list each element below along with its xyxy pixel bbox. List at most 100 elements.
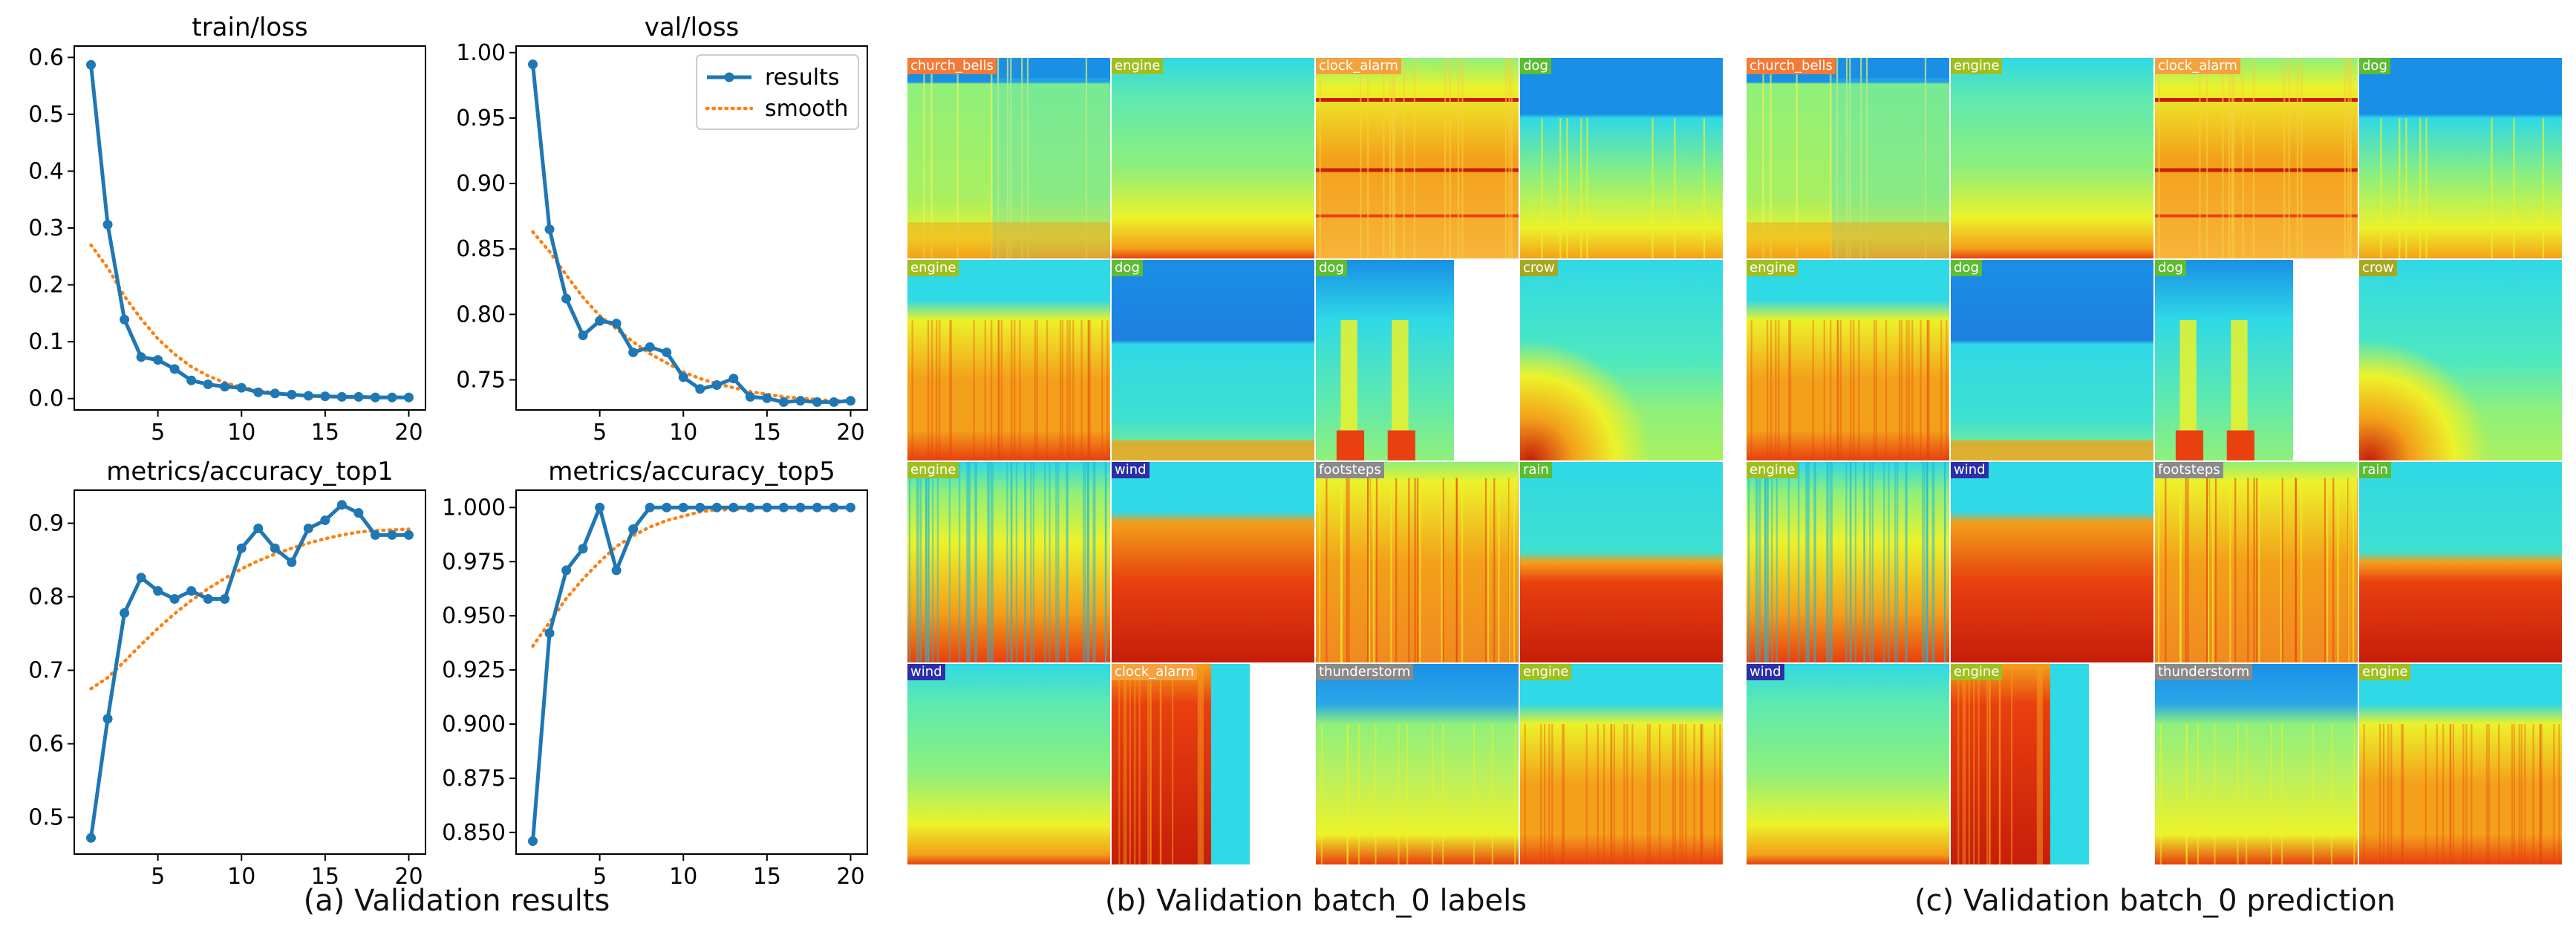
results-point <box>578 544 588 554</box>
smooth-series-line <box>531 230 852 403</box>
class-label-tag: engine <box>1747 260 1799 276</box>
results-point <box>762 502 772 512</box>
chart-frame <box>515 489 868 855</box>
y-tick-label: 0.0 <box>28 386 64 412</box>
x-tick-label: 5 <box>593 864 607 884</box>
results-point <box>203 380 213 390</box>
caption-batch-prediction: (c) Validation batch_0 prediction <box>1914 884 2396 918</box>
spectrogram-tile: clock_alarm <box>2155 58 2358 258</box>
chart-frame <box>74 45 426 411</box>
y-tick-label: 0.6 <box>28 732 64 758</box>
spectrogram-tile: engine <box>1951 664 2089 864</box>
class-label-tag: rain <box>2359 462 2391 478</box>
spectrogram-tile: footsteps <box>1316 462 1519 662</box>
y-tick-label: 0.850 <box>442 820 506 846</box>
y-tick-label: 0.80 <box>456 302 506 328</box>
results-point <box>353 508 364 518</box>
chart-title: metrics/accuracy_top5 <box>548 457 835 486</box>
spectrogram-tile: wind <box>907 664 1110 864</box>
class-label-tag: church_bells <box>1747 58 1836 74</box>
results-point <box>678 372 688 382</box>
results-point <box>829 502 839 512</box>
chart-0: train/loss 5 10 15 20 0.0 0.1 0.2 0.3 0.4 0.5 0.6 <box>28 13 426 446</box>
spectrogram-tile: wind <box>1112 462 1314 662</box>
class-label-tag: engine <box>1951 664 2003 680</box>
results-point <box>186 375 197 385</box>
results-point <box>303 391 313 401</box>
results-point <box>544 224 555 235</box>
results-point <box>711 380 722 391</box>
y-tick-label: 1.00 <box>456 40 506 66</box>
results-point <box>236 382 247 393</box>
spectrogram-tile: engine <box>907 462 1110 662</box>
results-point <box>595 502 605 512</box>
class-label-tag: engine <box>907 260 959 276</box>
x-tick-label: 20 <box>394 864 423 884</box>
y-tick-label: 0.875 <box>442 766 506 792</box>
results-point <box>745 502 755 512</box>
class-label-tag: clock_alarm <box>1112 664 1197 680</box>
class-label-tag: wind <box>1951 462 1989 478</box>
results-point <box>120 314 130 325</box>
results-point <box>595 316 605 326</box>
results-point <box>628 524 639 534</box>
y-tick-label: 0.3 <box>28 215 64 241</box>
results-point <box>253 387 264 397</box>
results-point <box>403 392 414 403</box>
results-point <box>528 59 538 70</box>
results-point <box>403 530 414 540</box>
spectrogram-tile: church_bells <box>907 58 1110 258</box>
y-tick-label: 0.6 <box>28 45 64 71</box>
spectrogram-tile: rain <box>1520 462 1723 662</box>
results-point <box>353 391 364 402</box>
legend-results-label: results <box>765 65 840 91</box>
results-point <box>220 382 230 392</box>
results-point <box>387 392 397 403</box>
results-point <box>544 628 555 638</box>
x-tick-label: 15 <box>753 864 781 884</box>
x-tick-label: 15 <box>311 420 339 446</box>
x-tick-label: 5 <box>151 864 165 884</box>
results-point <box>336 391 347 402</box>
spectrogram-tile: footsteps <box>2155 462 2358 662</box>
smooth-series-line <box>531 506 852 648</box>
class-label-tag: engine <box>2359 664 2411 680</box>
class-label-tag: rain <box>1520 462 1552 478</box>
spectrogram-tile: engine <box>1520 664 1723 864</box>
results-point <box>812 502 822 512</box>
results-point <box>728 374 739 384</box>
class-label-tag: engine <box>1747 462 1799 478</box>
results-point <box>236 543 247 553</box>
results-point <box>320 515 330 526</box>
results-point <box>728 502 739 512</box>
x-tick-label: 15 <box>753 420 781 446</box>
spectrogram-tile: dog <box>2359 58 2562 258</box>
results-point <box>153 586 163 596</box>
y-tick-label: 0.2 <box>28 273 64 299</box>
spectrogram-tile: thunderstorm <box>2155 664 2358 864</box>
x-tick-label: 10 <box>669 864 697 884</box>
class-label-tag: dog <box>1316 260 1347 276</box>
results-point <box>662 502 672 512</box>
spectrogram-tile: wind <box>1747 664 1949 864</box>
class-label-tag: thunderstorm <box>2155 664 2253 680</box>
y-tick-label: 0.1 <box>28 329 64 355</box>
results-series-line <box>89 65 409 400</box>
results-point <box>645 342 655 352</box>
results-point <box>578 330 588 341</box>
chart-title: val/loss <box>645 13 740 42</box>
spectrogram-tile: dog <box>1520 58 1723 258</box>
results-point <box>845 502 855 512</box>
y-tick-label: 0.5 <box>28 102 64 128</box>
results-point <box>336 500 347 510</box>
results-point <box>153 355 163 365</box>
class-label-tag: dog <box>1112 260 1143 276</box>
class-label-tag: engine <box>907 462 959 478</box>
results-point <box>387 530 397 540</box>
spectrogram-tile: engine <box>1747 462 1949 662</box>
results-point <box>611 565 622 576</box>
results-point <box>169 594 180 605</box>
results-point <box>120 608 130 618</box>
results-point <box>86 59 97 70</box>
spectrogram-tile: engine <box>1951 58 2153 258</box>
